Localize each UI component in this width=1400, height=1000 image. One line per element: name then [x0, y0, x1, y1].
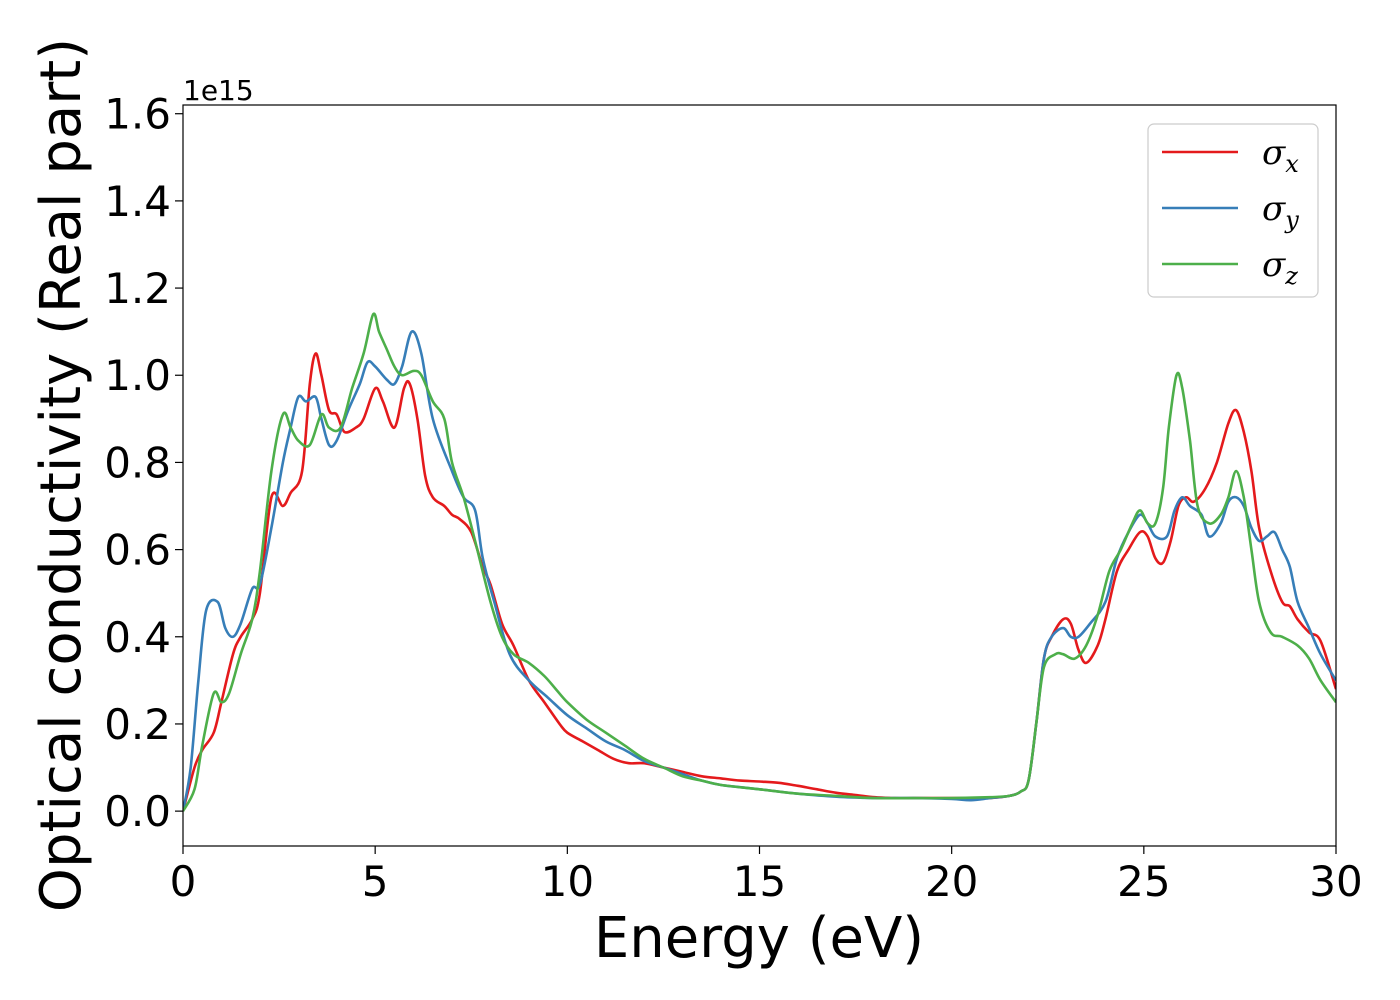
y-tick-label: 1.2 [104, 264, 171, 313]
y-tick-label: 0.8 [104, 438, 171, 487]
y-tick-label: 0.4 [104, 613, 171, 662]
y-tick-label: 0.2 [104, 700, 171, 749]
legend: σx σy σz [1147, 123, 1319, 298]
y-tick-label: 1.6 [104, 90, 171, 139]
series-lines [183, 312, 1336, 812]
legend-label-x: σx [1262, 133, 1299, 178]
y-axis-label: Optical conductivity (Real part) [29, 38, 94, 912]
legend-label-z: σz [1262, 245, 1298, 290]
x-tick-label: 15 [733, 857, 786, 906]
series-line-z [183, 312, 1336, 812]
y-tick-label: 0.6 [104, 526, 171, 575]
y-tick-label: 1.4 [104, 177, 171, 226]
y-tick-label: 0.0 [104, 787, 171, 836]
y-offset-label: 1e15 [183, 74, 254, 107]
legend-box [1147, 123, 1319, 298]
x-tick-label: 30 [1309, 857, 1362, 906]
x-axis-label: Energy (eV) [594, 906, 924, 971]
x-axis-ticks: 0 5 10 15 20 25 30 [170, 846, 1363, 906]
y-tick-label: 1.0 [104, 351, 171, 400]
x-tick-label: 0 [170, 857, 197, 906]
x-tick-label: 5 [362, 857, 389, 906]
x-tick-label: 10 [541, 857, 594, 906]
legend-label-y: σy [1262, 189, 1299, 234]
y-axis-ticks: 0.0 0.2 0.4 0.6 0.8 1.0 1.2 1.4 1.6 [104, 90, 183, 836]
x-tick-label: 25 [1117, 857, 1170, 906]
legend-entries: σx σy σz [1162, 133, 1299, 290]
series-line-x [183, 352, 1336, 812]
x-tick-label: 20 [925, 857, 978, 906]
